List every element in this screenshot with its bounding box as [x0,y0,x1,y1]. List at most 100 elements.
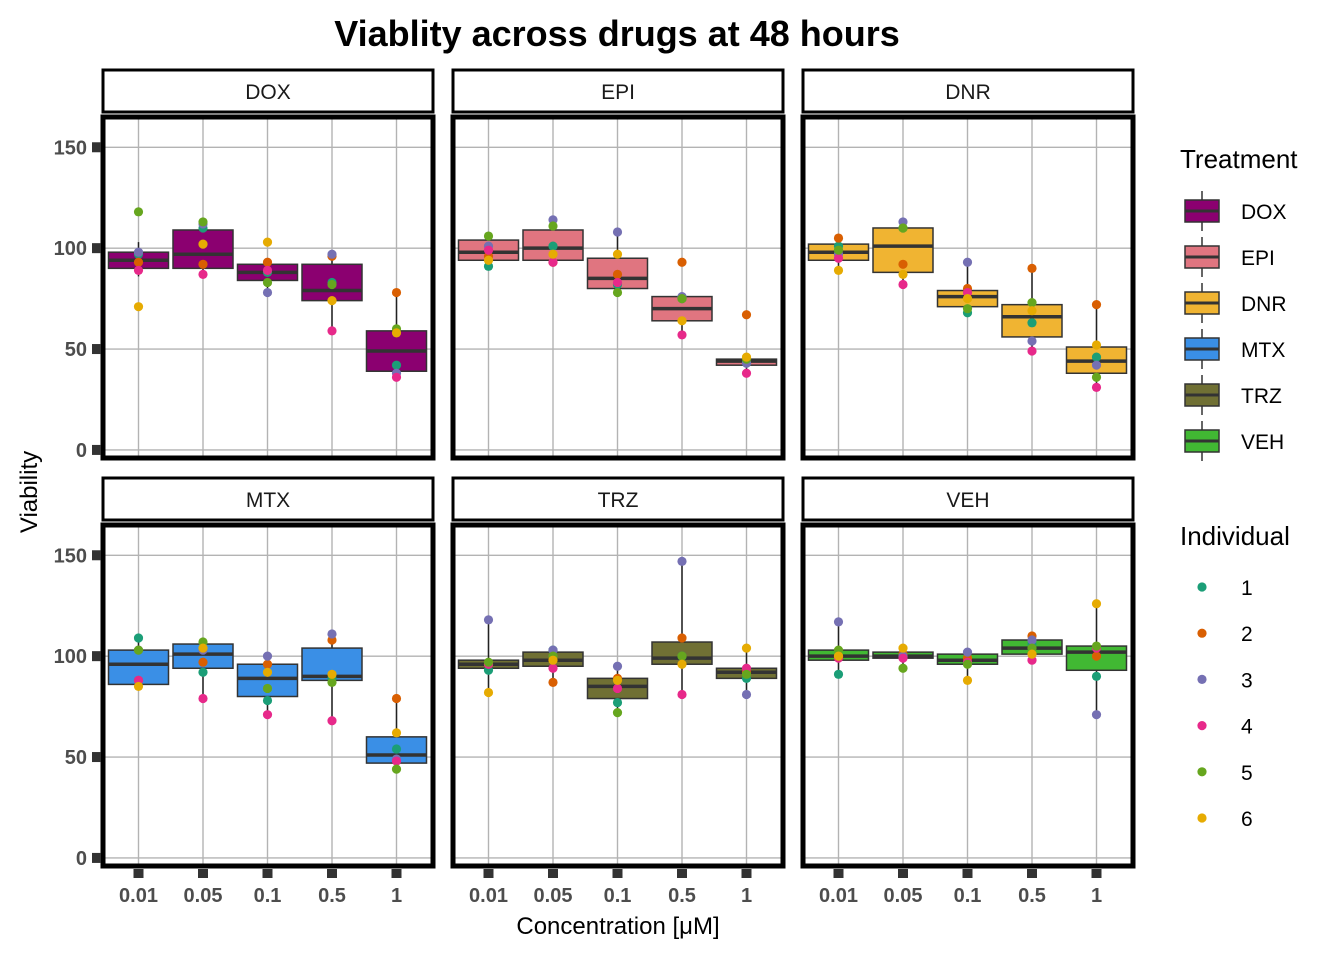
data-point [262,659,273,669]
data-point [833,617,844,627]
data-point [677,556,687,566]
data-point [741,368,752,378]
strip-label-epi: EPI [601,81,635,104]
legend-individual-label: 4 [1241,716,1253,739]
panel-mtx: MTX 0 50 100 150 0.01 0.05 0.1 0.5 1 [54,476,436,907]
data-point [483,231,494,241]
data-point [898,269,908,279]
legend-individual-label: 3 [1241,669,1253,692]
data-point [612,269,623,279]
data-point [133,633,144,643]
data-point [483,255,494,265]
data-point [1091,641,1102,651]
data-point [262,287,273,298]
data-point [1027,649,1037,659]
data-point [262,710,273,720]
data-point [391,756,402,766]
data-point [898,663,908,673]
data-point [548,257,558,267]
data-point [612,683,623,694]
strip-box-dnr [801,68,1135,114]
data-point [612,287,623,298]
data-point [548,221,558,231]
data-point [741,643,752,653]
chart-title: Viablity across drugs at 48 hours [334,13,900,54]
data-point [1091,671,1102,681]
legend-individual-title: Individual [1180,521,1290,551]
strip-box-veh [801,476,1135,522]
x-tick [962,869,973,878]
y-tick-label: 50 [65,339,87,361]
panel-border-veh [800,522,1136,869]
data-point [262,237,273,247]
data-point [133,247,144,257]
legend-point [1197,813,1207,823]
data-point [483,245,494,255]
data-point [548,249,558,259]
data-point [327,716,337,726]
x-tick-label: 0.01 [119,885,158,907]
x-tick-label: 0.05 [884,885,923,907]
data-point [483,657,494,667]
data-point [833,245,844,255]
legend-point [1197,582,1207,592]
data-point [962,647,973,657]
x-tick [677,869,687,878]
data-point [391,360,402,370]
data-point [262,277,273,288]
panel-dnr: DNR [800,68,1136,461]
legend-individual-label: 1 [1241,577,1253,600]
strip-box-epi [451,68,785,114]
data-point [133,265,144,275]
x-tick [548,869,558,878]
data-point [612,661,623,671]
data-point [262,683,273,694]
legend-treatment: Treatment DOX EPI DNR MTX TRZ VEH [1180,144,1298,461]
data-point [677,659,687,669]
panel-border-mtx [100,522,436,869]
data-point [741,689,752,700]
data-point [262,257,273,267]
legend-point [1197,721,1207,731]
data-point [898,643,908,653]
y-tick-label: 0 [76,848,87,870]
y-axis-title: Viability [16,451,43,533]
strip-box-trz [451,476,785,522]
panel-epi: EPI [450,68,786,461]
data-point [1027,298,1037,308]
strip-label-veh: VEH [946,489,989,512]
data-point [1091,599,1102,609]
x-tick [198,869,208,878]
y-tick [92,651,101,662]
data-point [677,633,687,643]
legend-point [1197,674,1207,685]
data-point [198,239,208,249]
x-axis-title: Concentration [μM] [516,913,719,940]
x-tick [483,869,494,878]
data-point [1091,710,1102,720]
data-point [483,687,494,698]
data-point [548,663,558,673]
legend-individual-label: 2 [1241,623,1253,646]
data-point [1091,300,1102,310]
data-point [327,296,337,306]
data-point [1091,360,1102,370]
data-point [133,207,144,217]
legend-individual: Individual 1 2 3 4 5 6 [1180,521,1290,831]
data-point [198,259,208,269]
panel-border-dnr [800,114,1136,461]
data-point [1027,263,1037,273]
panel-veh: VEH 0.01 0.05 0.1 0.5 1 [800,476,1136,907]
y-tick [92,243,101,254]
x-tick [898,869,908,878]
data-point [1091,382,1102,392]
data-point [133,681,144,692]
data-point [612,675,623,685]
y-tick-label: 0 [76,440,87,462]
x-tick-label: 0.1 [254,885,282,907]
data-point [612,708,623,718]
legend-treatment-label: TRZ [1241,385,1282,408]
y-tick [92,142,101,153]
data-point [198,269,208,279]
